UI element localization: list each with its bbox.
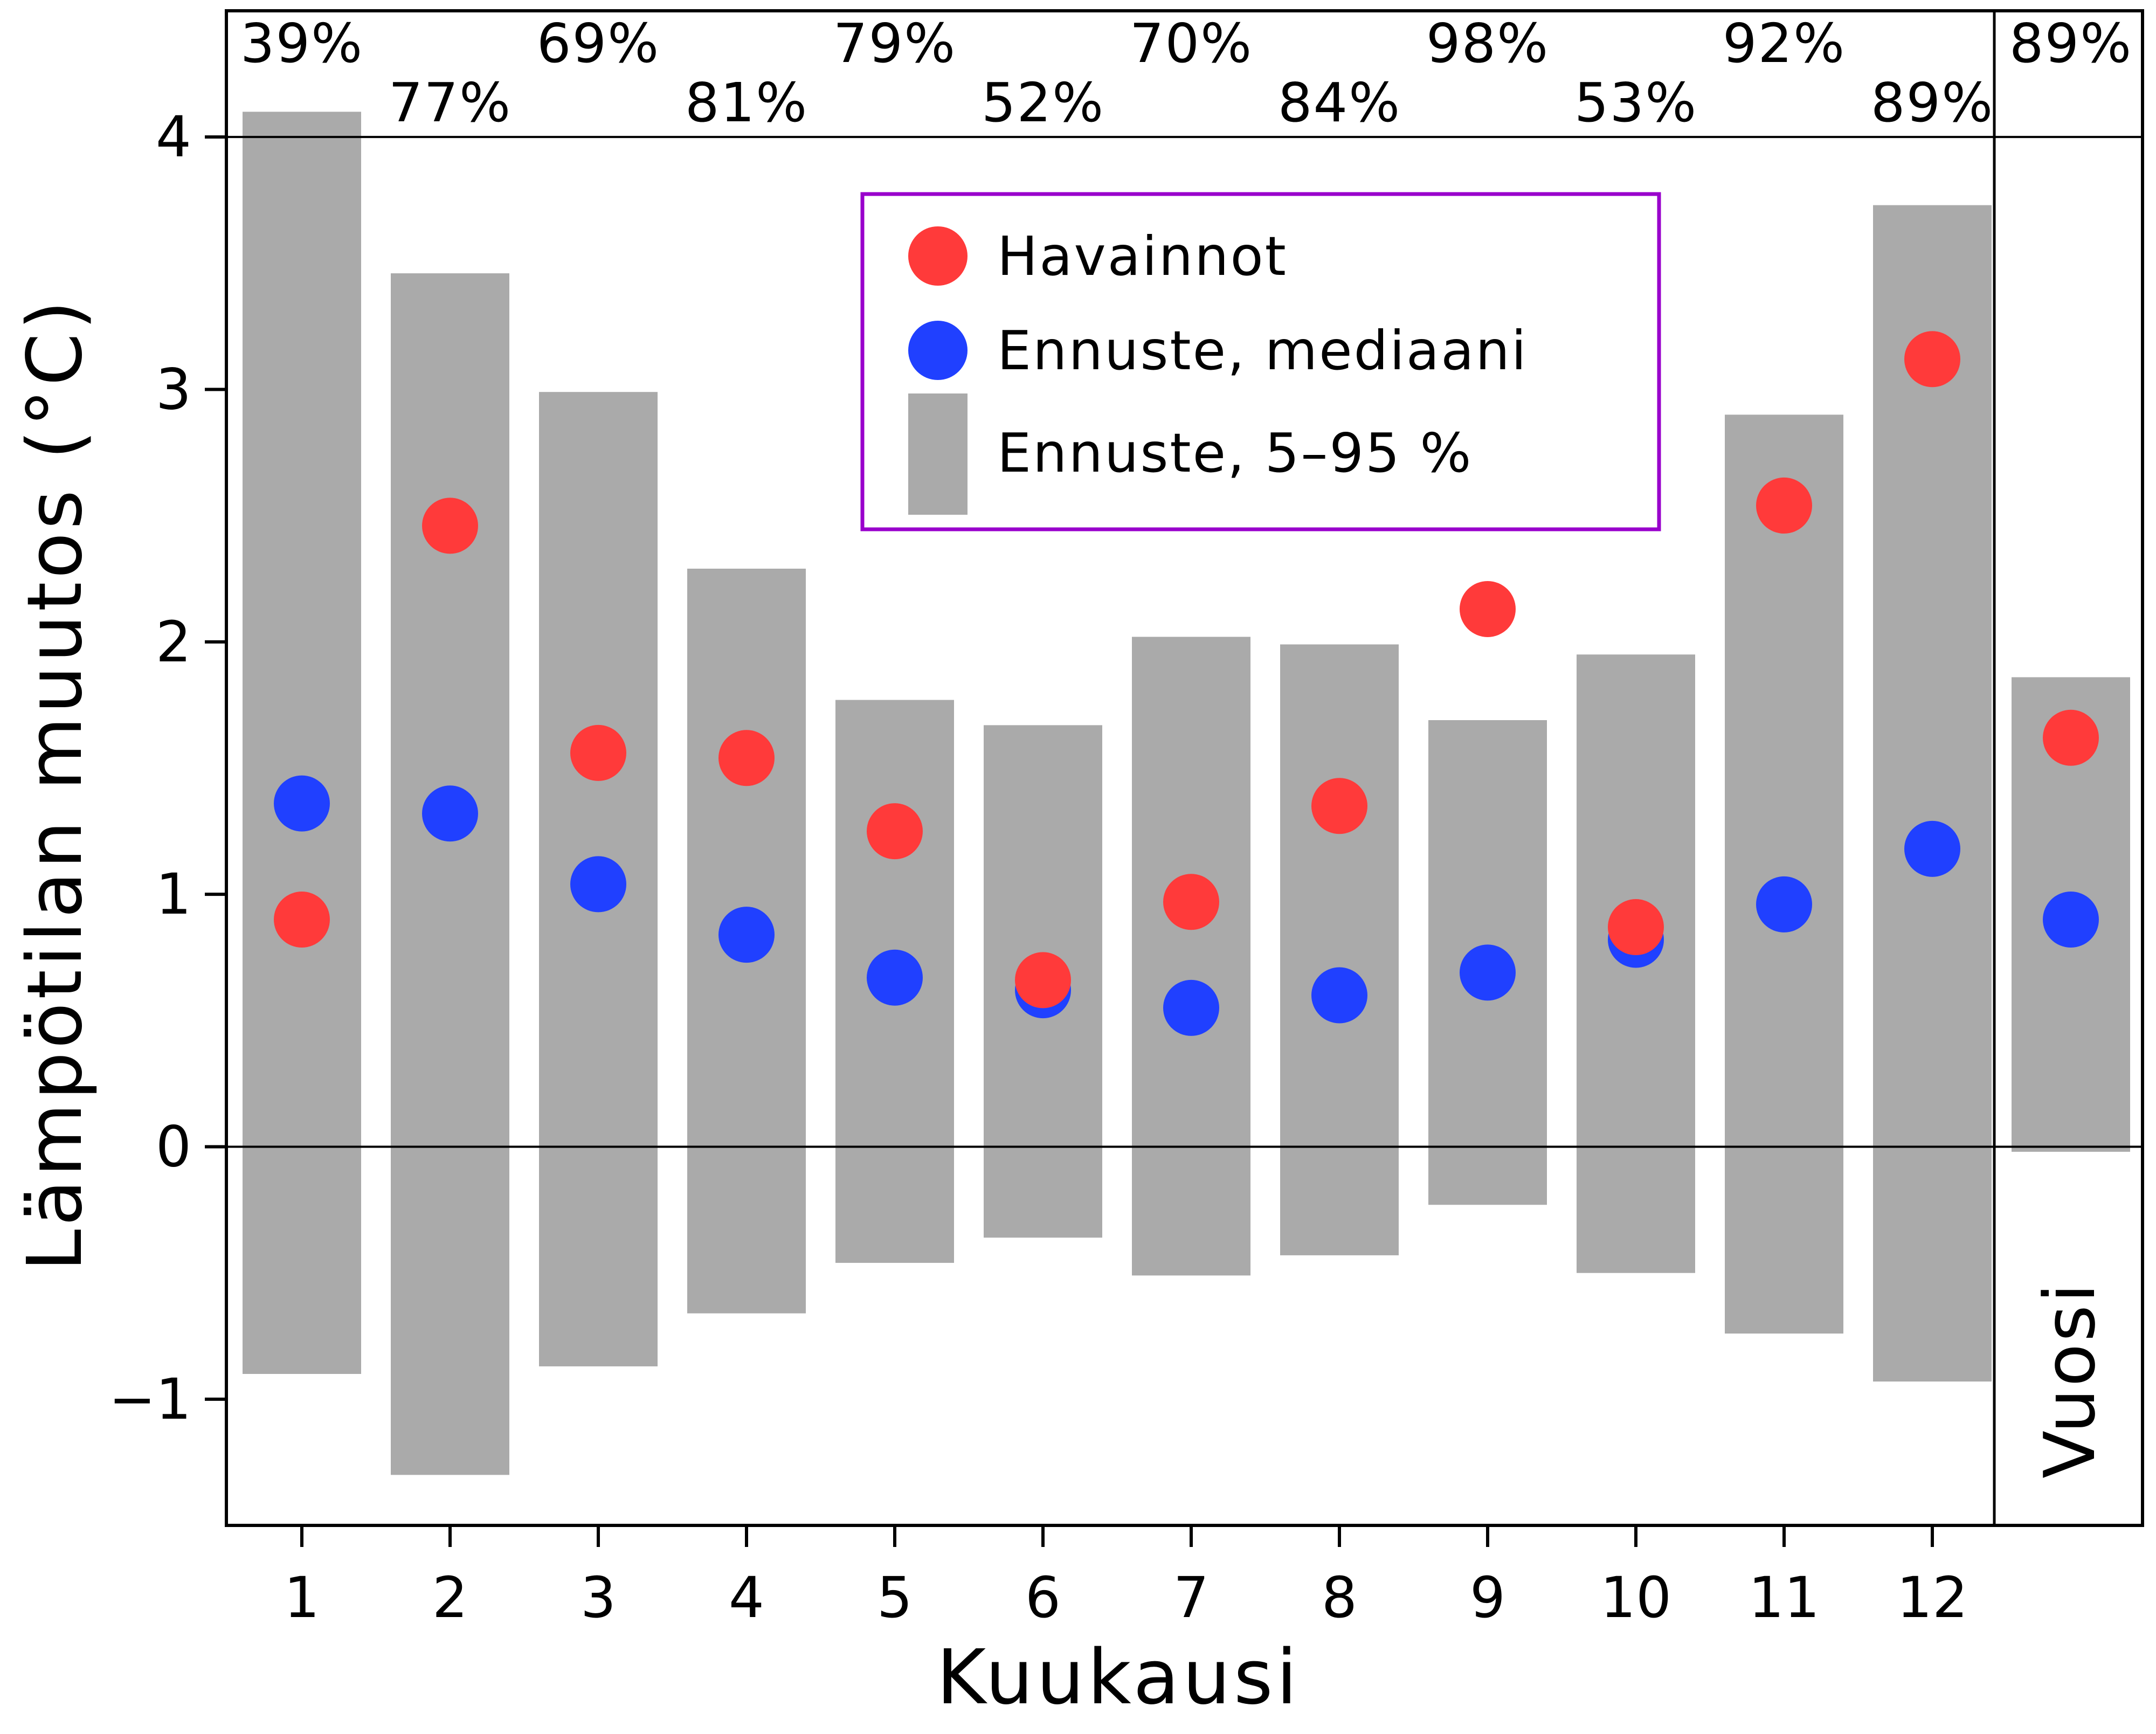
x-axis-title: Kuukausi <box>936 1634 1300 1722</box>
observation-point-month-5 <box>867 803 923 860</box>
range-bar-month-11 <box>1725 414 1843 1334</box>
observation-point-month-3 <box>570 724 626 781</box>
legend-box <box>860 192 1661 531</box>
median-point-month-1 <box>274 775 330 832</box>
percentage-label-month-3: 69% <box>537 12 660 75</box>
y-tick-label-1: 1 <box>156 861 191 927</box>
axis-ticks <box>205 135 1934 1547</box>
percentage-label-month-6: 52% <box>982 71 1104 134</box>
observation-point-annual <box>2043 709 2099 766</box>
y-tick-label--1: −1 <box>109 1366 191 1432</box>
median-point-month-12 <box>1904 820 1960 877</box>
legend-label-range: Ennuste, 5–95 % <box>997 422 1473 485</box>
x-tick-label-4: 4 <box>729 1565 764 1631</box>
observation-point-month-8 <box>1311 778 1367 834</box>
observation-point-month-9 <box>1460 581 1516 637</box>
x-tick-label-7: 7 <box>1173 1565 1209 1631</box>
annual-panel-label: Vuosi <box>2029 1281 2111 1479</box>
x-tick-label-10: 10 <box>1600 1565 1671 1631</box>
median-point-month-7 <box>1163 979 1219 1036</box>
observation-point-month-7 <box>1163 874 1219 930</box>
percentage-label-month-8: 84% <box>1278 71 1401 134</box>
observation-point-month-10 <box>1608 899 1664 956</box>
legend-marker-range <box>908 393 968 515</box>
median-point-month-2 <box>422 785 478 842</box>
median-point-month-9 <box>1460 944 1516 1001</box>
median-point-month-5 <box>867 949 923 1006</box>
x-tick-label-3: 3 <box>581 1565 616 1631</box>
percentage-label-month-10: 53% <box>1574 71 1697 134</box>
percentage-label-month-7: 70% <box>1130 12 1253 75</box>
y-tick-label-3: 3 <box>156 357 191 423</box>
legend-label-median: Ennuste, mediaani <box>997 319 1528 382</box>
y-axis-title: Lämpötilan muutos (°C) <box>11 297 99 1271</box>
median-point-annual <box>2043 892 2099 948</box>
legend-marker-observations <box>908 226 968 286</box>
percentage-label-month-4: 81% <box>685 71 808 134</box>
median-point-month-8 <box>1311 967 1367 1024</box>
plot-frame <box>225 9 2144 1527</box>
y-tick-label-4: 4 <box>156 104 191 170</box>
x-tick-label-11: 11 <box>1749 1565 1820 1631</box>
percentage-labels: 39% 77% 69% 81% 79% 52% 70% 84% 98% 53% 92% 89%89% <box>240 12 2132 134</box>
range-bar-month-12 <box>1873 205 1992 1382</box>
legend-label-observations: Havainnot <box>997 225 1288 288</box>
legend: Havainnot Ennuste, mediaani Ennuste, 5–9… <box>860 192 1661 531</box>
median-point-month-11 <box>1756 876 1812 932</box>
y-tick-label-2: 2 <box>156 609 191 675</box>
x-tick-label-6: 6 <box>1025 1565 1061 1631</box>
legend-marker-median <box>908 321 968 380</box>
median-point-month-3 <box>570 856 626 913</box>
x-tick-label-1: 1 <box>284 1565 320 1631</box>
observation-point-month-2 <box>422 498 478 554</box>
x-tick-label-5: 5 <box>877 1565 913 1631</box>
reference-lines <box>226 136 2143 1148</box>
range-bar-month-2 <box>391 273 509 1475</box>
plot-border <box>225 9 2144 1527</box>
y-tick-label-0: 0 <box>156 1114 191 1180</box>
percentage-label-month-9: 98% <box>1426 12 1549 75</box>
x-tick-label-2: 2 <box>432 1565 468 1631</box>
percentage-label-month-11: 92% <box>1723 12 1846 75</box>
percentage-label-month-1: 39% <box>240 12 363 75</box>
x-tick-label-9: 9 <box>1470 1565 1505 1631</box>
range-bars <box>243 112 2130 1475</box>
range-bar-month-7 <box>1132 637 1250 1276</box>
observation-point-month-1 <box>274 892 330 948</box>
percentage-label-month-2: 77% <box>389 71 512 134</box>
range-bar-month-1 <box>243 112 361 1374</box>
percentage-label-annual: 89% <box>2009 12 2132 75</box>
range-bar-month-8 <box>1280 644 1399 1255</box>
observation-point-month-11 <box>1756 477 1812 534</box>
data-points <box>274 331 2099 1036</box>
observation-point-month-4 <box>718 730 775 786</box>
median-point-month-4 <box>718 907 775 963</box>
observation-point-month-12 <box>1904 331 1960 388</box>
x-tick-label-12: 12 <box>1897 1565 1968 1631</box>
percentage-label-month-5: 79% <box>833 12 956 75</box>
observation-point-month-6 <box>1015 952 1071 1008</box>
x-tick-label-8: 8 <box>1322 1565 1357 1631</box>
percentage-label-month-12: 89% <box>1871 71 1994 134</box>
